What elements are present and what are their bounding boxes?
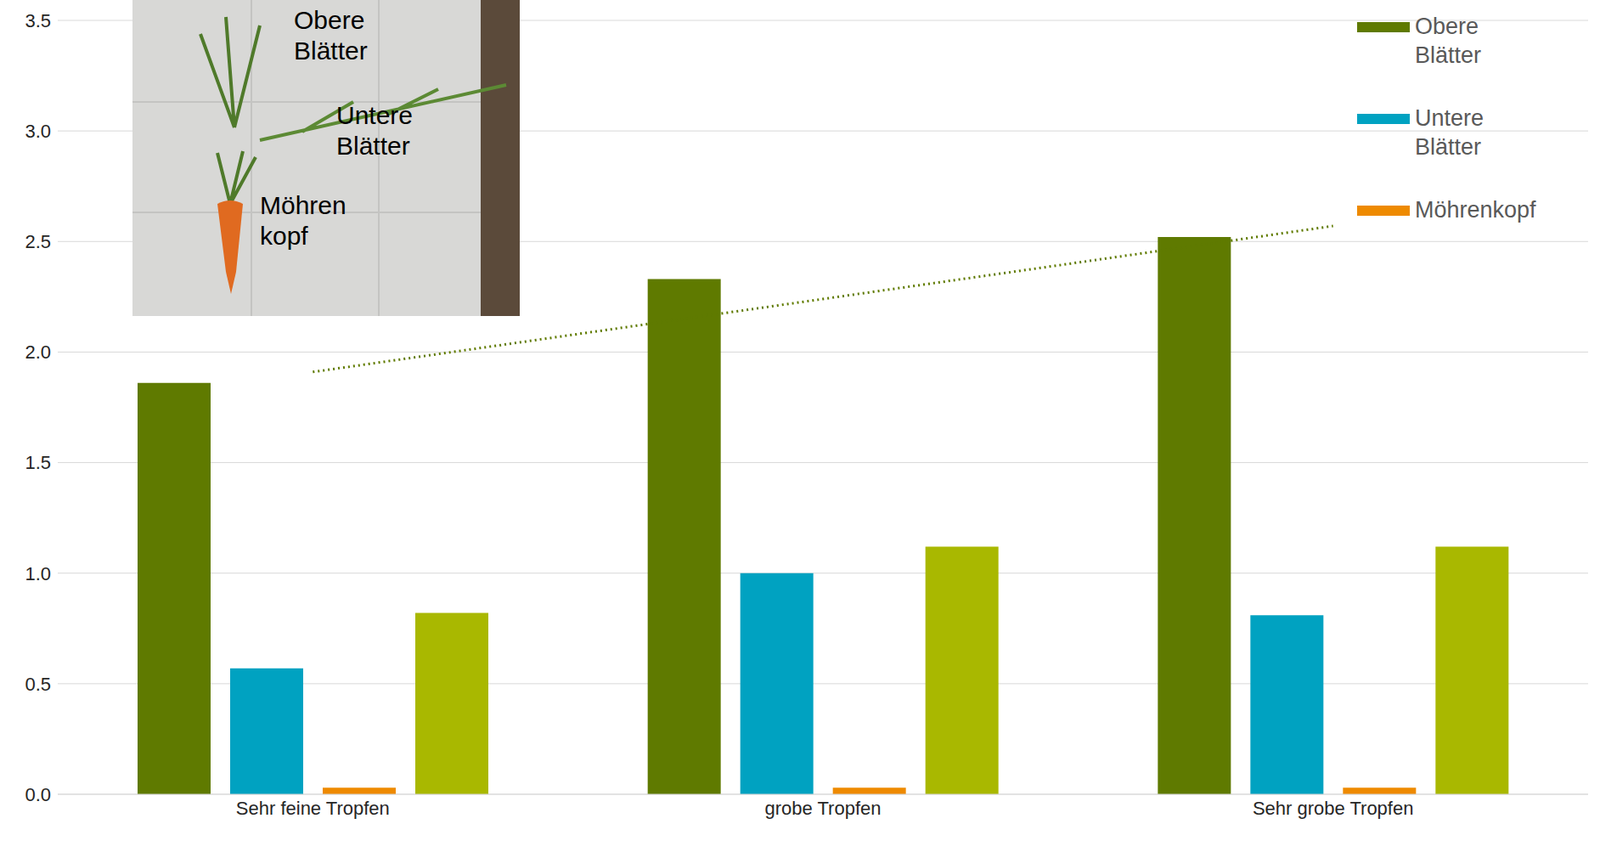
html-text:Blätter: Blätter [1414, 134, 1482, 160]
svg-text:1.0: 1.0 [24, 563, 51, 585]
html-text:kopf: kopf [259, 221, 309, 250]
html-text:Obere: Obere [1414, 13, 1479, 40]
svg-text:0.0: 0.0 [24, 783, 51, 806]
svg-text:Sehr grobe Tropfen: Sehr grobe Tropfen [1252, 797, 1415, 819]
svg-text:3.5: 3.5 [24, 10, 51, 32]
html-text:Untere: Untere [336, 101, 413, 130]
svg-text:1.5: 1.5 [24, 451, 51, 474]
html-text:Möhren: Möhren [259, 191, 347, 220]
html-text:Obere: Obere [293, 5, 365, 34]
svg-text:2.0: 2.0 [24, 341, 51, 363]
svg-text:3.0: 3.0 [24, 120, 51, 142]
svg-text:0.5: 0.5 [24, 673, 51, 695]
svg-text:2.5: 2.5 [24, 230, 51, 253]
html-text:Blätter: Blätter [1414, 42, 1482, 68]
html-text:Untere: Untere [1414, 105, 1484, 131]
svg-text:Sehr feine Tropfen: Sehr feine Tropfen [236, 797, 390, 819]
html-text:Möhrenkopf: Möhrenkopf [1414, 197, 1536, 223]
svg-text:grobe Tropfen: grobe Tropfen [765, 797, 882, 819]
html-text:Blätter: Blätter [336, 131, 410, 160]
html-text:Blätter: Blätter [293, 36, 368, 65]
